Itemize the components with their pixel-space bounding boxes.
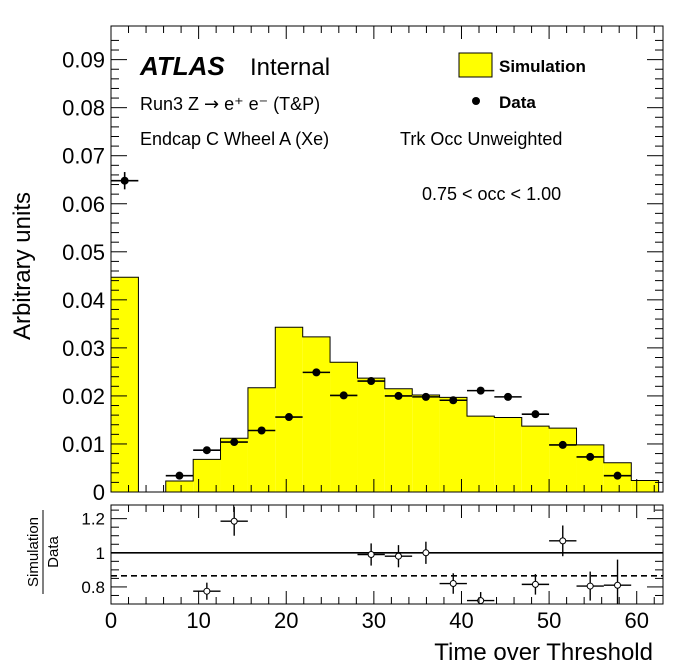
simulation-bar <box>412 394 440 492</box>
x-tick-label: 60 <box>624 608 648 633</box>
y-tick-label: 0 <box>93 480 105 505</box>
simulation-bar <box>549 428 577 492</box>
ratio-ylabel-numerator: Simulation <box>25 517 42 587</box>
atlas-label: ATLAS <box>139 51 225 81</box>
data-point <box>531 410 540 419</box>
y-tick-label: 0.03 <box>62 336 105 361</box>
simulation-bar <box>466 416 495 492</box>
x-tick-labels: 0 10 20 30 40 50 60 <box>105 608 649 633</box>
legend-simulation-label: Simulation <box>499 57 586 76</box>
ratio-y-tick-label: 0.8 <box>81 578 105 597</box>
legend-simulation-swatch <box>458 52 493 78</box>
ratio-reference-lines <box>111 551 663 577</box>
legend-data-marker <box>472 97 480 105</box>
data-point <box>613 471 622 480</box>
main-frame <box>110 25 664 493</box>
process-suffix: e⁺ e⁻ (T&P) <box>219 94 320 114</box>
simulation-histogram <box>110 276 660 493</box>
x-tick-label: 0 <box>105 608 117 633</box>
simulation-bar <box>631 480 659 492</box>
legend-data-label: Data <box>499 93 536 112</box>
simulation-bar <box>576 444 604 492</box>
y-tick-label: 0.01 <box>62 432 105 457</box>
simulation-bar <box>384 388 413 492</box>
ratio-point <box>367 551 375 558</box>
y-tick-label: 0.04 <box>62 288 105 313</box>
main-plot-frame <box>110 25 664 493</box>
arrow-icon: → <box>204 94 219 115</box>
main-y-tick-labels: 0 0.01 0.02 0.03 0.04 0.05 0.06 0.07 0.08 0.09 <box>62 48 105 505</box>
y-tick-label: 0.08 <box>62 96 105 121</box>
simulation-bar <box>521 426 550 492</box>
simulation-bar <box>111 277 139 492</box>
ratio-ylabel-denominator: Data <box>45 536 62 568</box>
x-tick-label: 50 <box>537 608 561 633</box>
simulation-outline <box>110 276 660 493</box>
y-tick-label: 0.07 <box>62 144 105 169</box>
ratio-point <box>394 552 402 560</box>
ratio-point <box>422 549 430 557</box>
ratio-point <box>449 580 457 588</box>
ratio-point <box>230 517 238 525</box>
data-point <box>586 452 595 461</box>
ratio-y-tick-labels: 0.8 1 1.2 <box>81 510 105 597</box>
simulation-bar <box>247 387 276 492</box>
simulation-bar <box>494 417 522 492</box>
data-point <box>312 368 321 377</box>
data-point <box>449 396 458 405</box>
ratio-point <box>203 587 211 595</box>
data-point <box>558 440 567 449</box>
ratio-y-tick-label: 1 <box>96 544 105 563</box>
x-tick-label: 30 <box>362 608 386 633</box>
y-tick-label: 0.06 <box>62 192 105 217</box>
x-axis-title: Time over Threshold <box>434 639 653 666</box>
y-tick-label: 0.09 <box>62 48 105 73</box>
y-tick-label: 0.05 <box>62 240 105 265</box>
simulation-bar <box>330 362 358 492</box>
ratio-point <box>531 580 539 588</box>
simulation-bar <box>357 378 385 492</box>
legend: Simulation Data <box>458 52 586 112</box>
simulation-bar <box>302 336 331 492</box>
x-tick-label: 20 <box>274 608 298 633</box>
region-label: Endcap C Wheel A (Xe) <box>140 129 329 149</box>
simulation-bar <box>439 397 467 492</box>
simulation-bar <box>165 480 194 492</box>
data-point <box>257 426 266 435</box>
ratio-point <box>614 581 622 589</box>
y-axis-title: Arbitrary units <box>9 192 36 340</box>
data-point <box>230 438 239 447</box>
data-point <box>339 391 348 400</box>
data-point <box>476 386 485 395</box>
x-tick-label: 40 <box>449 608 473 633</box>
ratio-point <box>586 582 594 590</box>
occupancy-range-label: 0.75 < occ < 1.00 <box>422 184 561 204</box>
data-point <box>202 446 211 455</box>
process-label: Run3 Z → e⁺ e⁻ (T&P) <box>140 94 320 115</box>
data-point <box>421 392 430 401</box>
simulation-bar <box>275 327 303 492</box>
internal-label: Internal <box>250 54 330 81</box>
y-tick-label: 0.02 <box>62 384 105 409</box>
simulation-bar <box>220 438 248 492</box>
ratio-frame <box>110 504 664 605</box>
weighting-label: Trk Occ Unweighted <box>400 129 562 149</box>
process-prefix: Run3 Z <box>140 94 204 114</box>
ratio-y-tick-label: 1.2 <box>81 510 105 529</box>
ratio-y-axis-title: Simulation Data <box>25 510 62 594</box>
data-point <box>394 391 403 400</box>
data-point <box>504 392 513 401</box>
data-points <box>111 172 632 480</box>
data-point <box>284 413 293 422</box>
data-point <box>175 471 184 480</box>
ratio-points <box>193 506 632 605</box>
data-point <box>367 377 376 386</box>
ratio-plot-frame <box>110 504 664 605</box>
x-tick-label: 10 <box>186 608 210 633</box>
ratio-point <box>559 537 567 545</box>
data-point <box>120 176 129 185</box>
